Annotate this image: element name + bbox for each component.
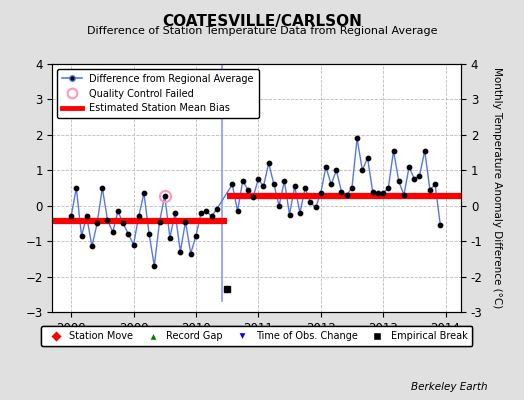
Point bbox=[353, 135, 361, 142]
Point bbox=[114, 208, 122, 214]
Point bbox=[436, 222, 444, 228]
Text: Difference of Station Temperature Data from Regional Average: Difference of Station Temperature Data f… bbox=[87, 26, 437, 36]
Point bbox=[410, 176, 419, 182]
Point bbox=[67, 213, 75, 220]
Point bbox=[316, 190, 325, 196]
Point bbox=[119, 220, 127, 227]
Point bbox=[363, 155, 372, 161]
Point bbox=[259, 183, 268, 190]
Point bbox=[72, 185, 81, 191]
Point bbox=[213, 206, 221, 212]
Point bbox=[286, 211, 294, 218]
Point bbox=[140, 190, 148, 196]
Point bbox=[327, 181, 335, 188]
Point bbox=[187, 250, 195, 257]
Point bbox=[290, 183, 299, 190]
Point bbox=[150, 263, 158, 269]
Point bbox=[379, 190, 387, 196]
Point bbox=[395, 178, 403, 184]
Legend: Difference from Regional Average, Quality Control Failed, Estimated Station Mean: Difference from Regional Average, Qualit… bbox=[57, 69, 259, 118]
Point bbox=[301, 185, 309, 191]
Point bbox=[160, 192, 169, 199]
Point bbox=[348, 185, 356, 191]
Point bbox=[171, 210, 179, 216]
Point bbox=[306, 199, 314, 205]
Point bbox=[431, 181, 439, 188]
Point bbox=[124, 231, 133, 237]
Text: COATESVILLE/CARLSON: COATESVILLE/CARLSON bbox=[162, 14, 362, 29]
Point bbox=[270, 181, 278, 188]
Y-axis label: Monthly Temperature Anomaly Difference (°C): Monthly Temperature Anomaly Difference (… bbox=[492, 67, 502, 309]
Point bbox=[202, 208, 211, 214]
Point bbox=[405, 164, 413, 170]
Point bbox=[145, 231, 154, 237]
Point bbox=[368, 188, 377, 195]
Point bbox=[389, 148, 398, 154]
Point bbox=[244, 186, 252, 193]
Point bbox=[129, 242, 138, 248]
Point bbox=[343, 192, 351, 198]
Point bbox=[249, 194, 257, 200]
Point bbox=[192, 233, 200, 239]
Point bbox=[322, 164, 330, 170]
Point bbox=[425, 186, 434, 193]
Point bbox=[166, 234, 174, 241]
Point bbox=[358, 167, 366, 174]
Point bbox=[93, 220, 101, 227]
Legend: Station Move, Record Gap, Time of Obs. Change, Empirical Break: Station Move, Record Gap, Time of Obs. C… bbox=[41, 326, 473, 346]
Point bbox=[374, 190, 382, 196]
Point bbox=[181, 218, 190, 225]
Text: Berkeley Earth: Berkeley Earth bbox=[411, 382, 487, 392]
Point bbox=[275, 202, 283, 209]
Point bbox=[197, 210, 205, 216]
Point bbox=[228, 181, 236, 188]
Point bbox=[88, 243, 96, 250]
Point bbox=[421, 148, 429, 154]
Point bbox=[238, 178, 247, 184]
Point bbox=[108, 229, 117, 236]
Point bbox=[400, 192, 408, 198]
Point bbox=[233, 208, 242, 214]
Point bbox=[280, 178, 289, 184]
Point bbox=[155, 218, 163, 225]
Point bbox=[296, 210, 304, 216]
Point bbox=[384, 185, 392, 191]
Point bbox=[98, 185, 106, 191]
Point bbox=[82, 213, 91, 220]
Point bbox=[332, 167, 341, 174]
Point bbox=[311, 204, 320, 211]
Point bbox=[78, 233, 86, 239]
Point bbox=[208, 213, 216, 220]
Point bbox=[103, 217, 112, 223]
Point bbox=[135, 213, 143, 220]
Point bbox=[265, 160, 273, 166]
Point bbox=[416, 172, 424, 179]
Point bbox=[254, 176, 263, 182]
Point bbox=[337, 188, 346, 195]
Point bbox=[176, 248, 184, 255]
